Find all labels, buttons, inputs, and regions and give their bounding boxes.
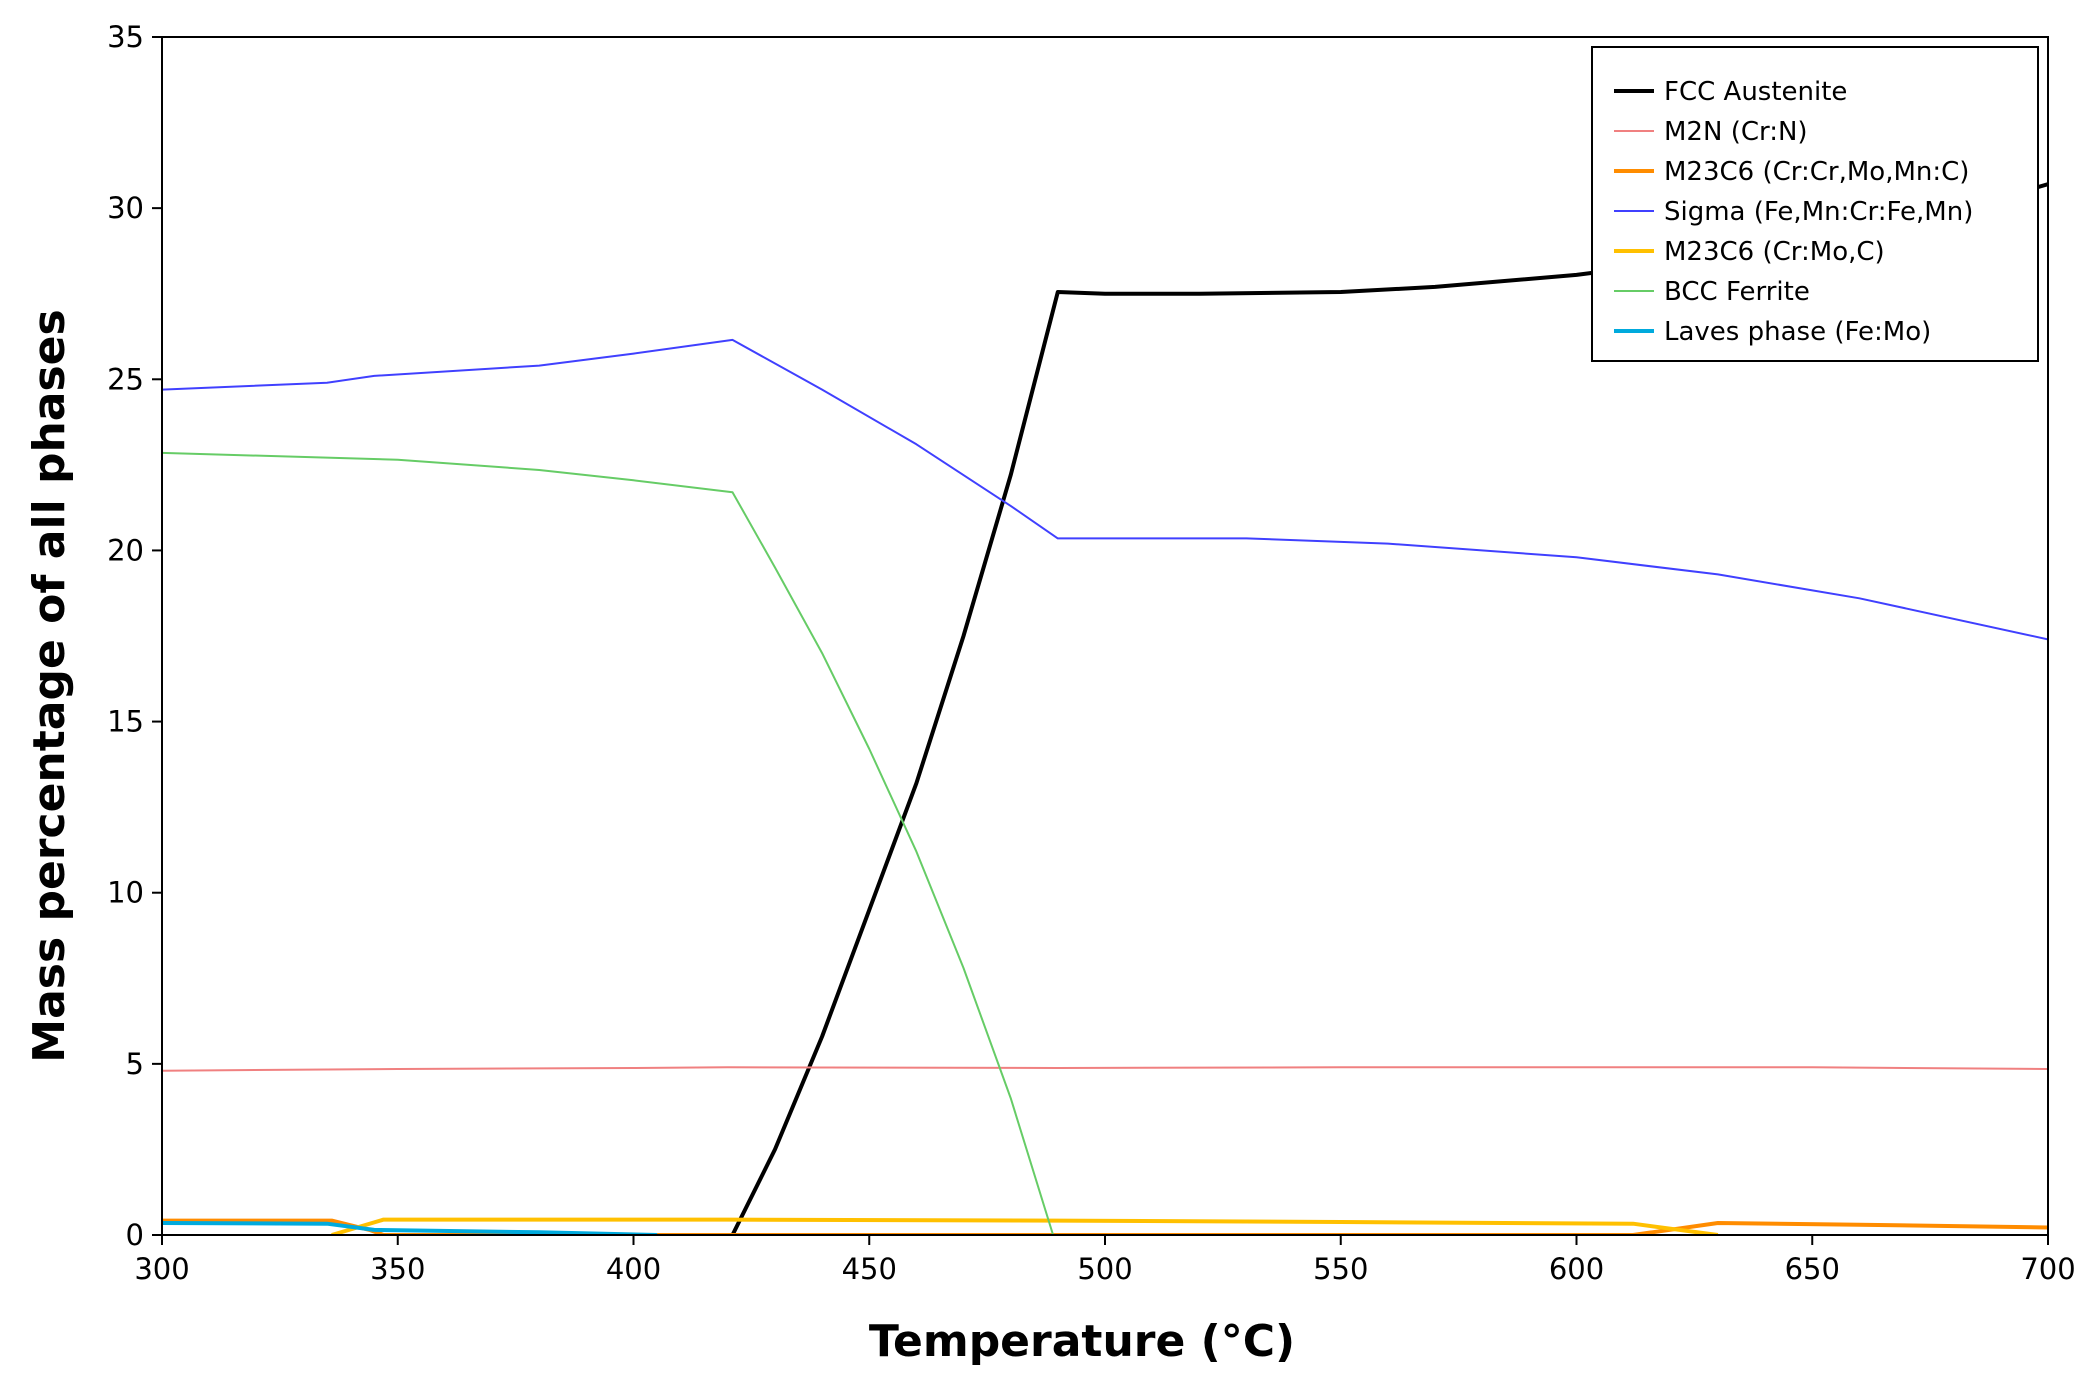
series-line-3 — [162, 1218, 2048, 1235]
legend-entry-4: Sigma (Fe,Mn:Cr:Fe,Mn) — [1664, 197, 1973, 227]
y-tick-label-30: 30 — [107, 191, 144, 225]
legend: FCC Austenite M2N (Cr:N) M23C6 (Cr:Cr,Mo,M… — [1591, 46, 2039, 362]
x-tick-label-650: 650 — [1785, 1252, 1840, 1286]
x-tick-label-600: 600 — [1549, 1252, 1604, 1286]
legend-entry-5: M23C6 (Cr:Mo,C) — [1664, 237, 1885, 267]
y-tick-label-0: 0 — [126, 1218, 144, 1252]
y-tick-label-35: 35 — [107, 20, 144, 54]
y-axis-title: Mass percentage of all phases — [24, 309, 75, 1062]
legend-entry-3: M23C6 (Cr:Cr,Mo,Mn:C) — [1664, 157, 1969, 187]
axes-layer: 300 350 400 450 500 550 600 650 700 0 5 10 15 20 25 30 3… — [107, 20, 2076, 1286]
series-line-5 — [331, 1217, 1719, 1235]
series-line-6 — [162, 451, 1055, 1235]
series-line-4 — [162, 338, 2048, 641]
legend-box — [1591, 46, 2039, 362]
x-tick-label-700: 700 — [2020, 1252, 2075, 1286]
series-line-2 — [162, 1066, 2048, 1072]
legend-entry-7: Laves phase (Fe:Mo) — [1664, 317, 1931, 347]
y-tick-label-5: 5 — [126, 1047, 144, 1081]
y-tick-label-25: 25 — [107, 362, 144, 396]
y-tick-label-20: 20 — [107, 533, 144, 567]
legend-entry-1: FCC Austenite — [1664, 77, 1847, 107]
y-tick-label-10: 10 — [107, 876, 144, 910]
x-axis-title: Temperature (°C) — [869, 1316, 1295, 1367]
legend-entry-6: BCC Ferrite — [1664, 277, 1810, 307]
x-tick-label-550: 550 — [1313, 1252, 1368, 1286]
legend-entry-2: M2N (Cr:N) — [1664, 117, 1808, 147]
x-tick-label-350: 350 — [370, 1252, 425, 1286]
x-tick-label-300: 300 — [134, 1252, 189, 1286]
x-tick-label-500: 500 — [1077, 1252, 1132, 1286]
series-line-7 — [162, 1221, 658, 1235]
x-tick-label-400: 400 — [606, 1252, 661, 1286]
x-tick-label-450: 450 — [842, 1252, 897, 1286]
y-tick-label-15: 15 — [107, 705, 144, 739]
